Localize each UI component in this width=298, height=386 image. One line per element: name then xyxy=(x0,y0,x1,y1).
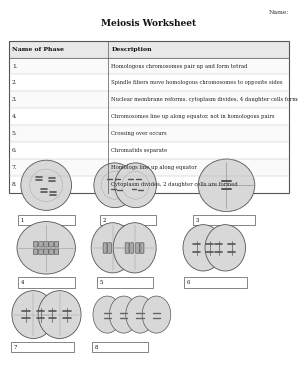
Text: Homologous chromosomes pair up and form tetrad: Homologous chromosomes pair up and form … xyxy=(111,64,248,68)
Ellipse shape xyxy=(198,159,255,212)
Text: 7.: 7. xyxy=(12,166,18,170)
FancyBboxPatch shape xyxy=(184,277,247,288)
Text: 4.: 4. xyxy=(12,115,18,119)
FancyBboxPatch shape xyxy=(92,342,148,352)
FancyBboxPatch shape xyxy=(9,176,289,193)
FancyBboxPatch shape xyxy=(39,242,43,247)
Text: Nuclear membrane reforms, cytoplasm divides, 4 daughter cells formed: Nuclear membrane reforms, cytoplasm divi… xyxy=(111,98,298,102)
FancyBboxPatch shape xyxy=(49,242,53,247)
Text: Name of Phase: Name of Phase xyxy=(12,47,64,51)
Ellipse shape xyxy=(205,225,246,271)
FancyBboxPatch shape xyxy=(100,215,156,225)
FancyBboxPatch shape xyxy=(9,125,289,142)
FancyBboxPatch shape xyxy=(9,74,289,91)
FancyBboxPatch shape xyxy=(9,41,289,58)
Text: Chromosomes line up along equator, not in homologous pairs: Chromosomes line up along equator, not i… xyxy=(111,115,275,119)
Text: Homologs line up along equator: Homologs line up along equator xyxy=(111,166,197,170)
FancyBboxPatch shape xyxy=(9,58,289,74)
Text: Spindle fibers move homologous chromosomes to opposite sides: Spindle fibers move homologous chromosom… xyxy=(111,81,283,85)
FancyBboxPatch shape xyxy=(130,243,134,253)
FancyBboxPatch shape xyxy=(54,242,59,247)
Text: Crossing over occurs: Crossing over occurs xyxy=(111,132,167,136)
Text: 5: 5 xyxy=(99,280,103,285)
FancyBboxPatch shape xyxy=(18,215,74,225)
Ellipse shape xyxy=(93,296,122,333)
FancyBboxPatch shape xyxy=(11,342,74,352)
FancyBboxPatch shape xyxy=(9,91,289,108)
FancyBboxPatch shape xyxy=(18,277,74,288)
FancyBboxPatch shape xyxy=(9,159,289,176)
FancyBboxPatch shape xyxy=(9,108,289,125)
Ellipse shape xyxy=(94,163,136,208)
Text: Meiosis Worksheet: Meiosis Worksheet xyxy=(101,19,197,28)
FancyBboxPatch shape xyxy=(9,142,289,159)
Text: 4: 4 xyxy=(21,280,24,285)
Ellipse shape xyxy=(109,296,138,333)
Text: 1.: 1. xyxy=(12,64,18,68)
Ellipse shape xyxy=(142,296,171,333)
Text: 8.: 8. xyxy=(12,183,18,187)
FancyBboxPatch shape xyxy=(103,243,107,253)
FancyBboxPatch shape xyxy=(49,249,53,254)
FancyBboxPatch shape xyxy=(33,249,38,254)
Text: 6.: 6. xyxy=(12,149,18,153)
Text: 6: 6 xyxy=(187,280,190,285)
Text: 3.: 3. xyxy=(12,98,17,102)
Ellipse shape xyxy=(17,222,75,274)
Ellipse shape xyxy=(126,296,154,333)
FancyBboxPatch shape xyxy=(44,249,48,254)
FancyBboxPatch shape xyxy=(193,215,255,225)
FancyBboxPatch shape xyxy=(136,243,139,253)
FancyBboxPatch shape xyxy=(54,249,59,254)
Text: Chromatids separate: Chromatids separate xyxy=(111,149,167,153)
Ellipse shape xyxy=(91,223,134,273)
Text: 7: 7 xyxy=(14,345,17,349)
Ellipse shape xyxy=(115,163,156,208)
Text: Name:: Name: xyxy=(268,10,289,15)
FancyBboxPatch shape xyxy=(125,243,129,253)
Ellipse shape xyxy=(183,225,224,271)
Text: 1: 1 xyxy=(21,218,24,222)
Text: 3: 3 xyxy=(195,218,198,222)
FancyBboxPatch shape xyxy=(140,243,144,253)
Ellipse shape xyxy=(21,160,72,210)
Text: 2: 2 xyxy=(102,218,105,222)
FancyBboxPatch shape xyxy=(33,242,38,247)
FancyBboxPatch shape xyxy=(44,242,48,247)
Text: Cytoplasm divides, 2 daughter cells are formed: Cytoplasm divides, 2 daughter cells are … xyxy=(111,183,238,187)
Ellipse shape xyxy=(12,291,55,339)
Ellipse shape xyxy=(113,223,156,273)
FancyBboxPatch shape xyxy=(39,249,43,254)
Text: 2.: 2. xyxy=(12,81,18,85)
FancyBboxPatch shape xyxy=(97,277,153,288)
Ellipse shape xyxy=(38,291,81,339)
FancyBboxPatch shape xyxy=(118,243,122,253)
Text: Description: Description xyxy=(111,47,152,51)
Text: 8: 8 xyxy=(95,345,98,349)
FancyBboxPatch shape xyxy=(114,243,117,253)
Text: 5.: 5. xyxy=(12,132,18,136)
FancyBboxPatch shape xyxy=(108,243,111,253)
